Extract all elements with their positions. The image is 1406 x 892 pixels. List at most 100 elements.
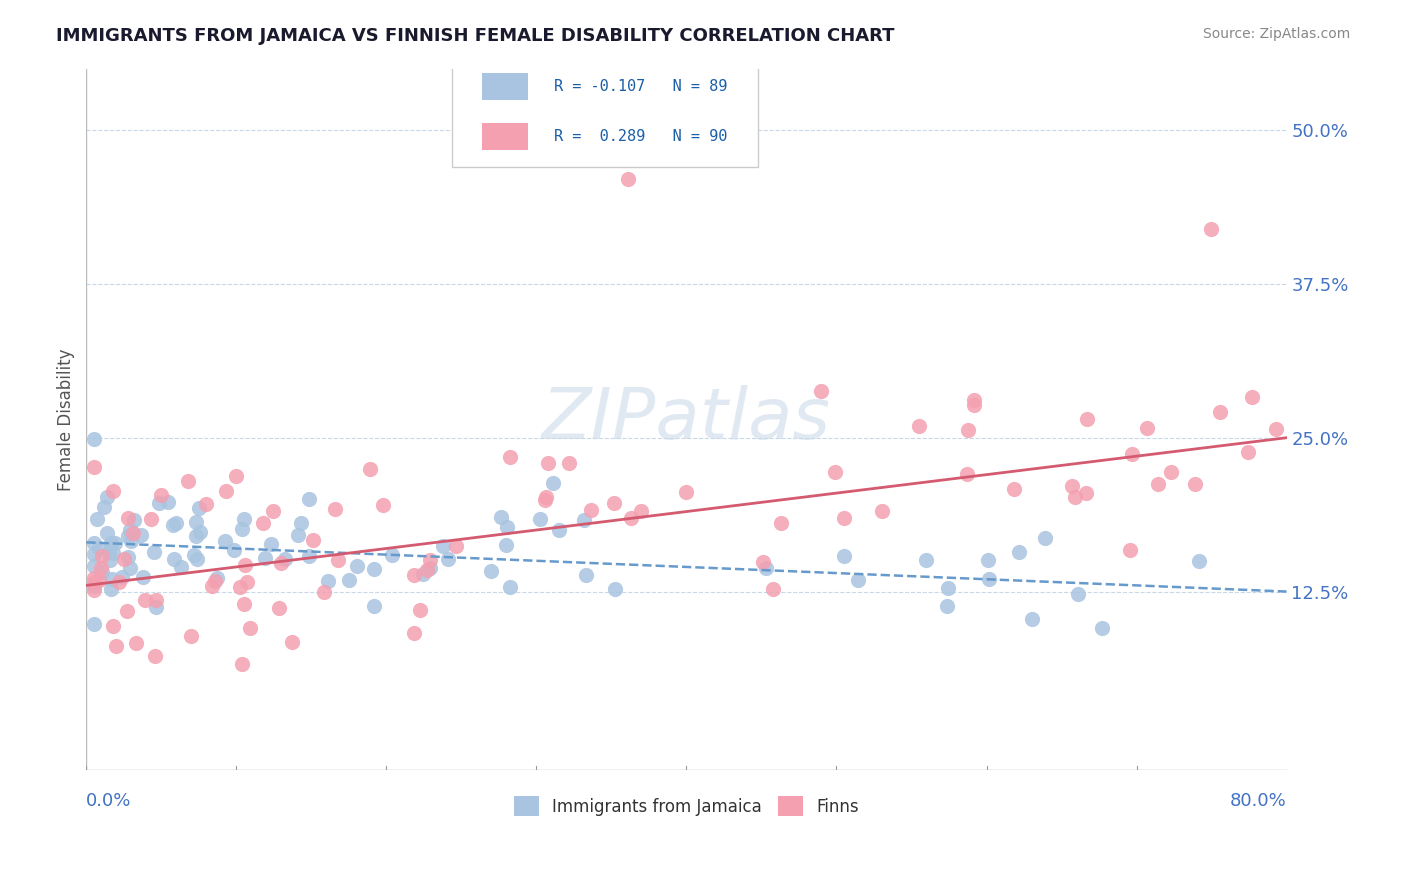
Point bbox=[232, 597, 254, 611]
Point bbox=[752, 555, 775, 569]
Point bbox=[529, 512, 551, 526]
Point bbox=[302, 533, 325, 547]
Point bbox=[97, 545, 120, 559]
Point bbox=[117, 529, 139, 543]
Point bbox=[432, 539, 454, 553]
Point bbox=[363, 599, 385, 613]
Point bbox=[297, 549, 319, 564]
Point bbox=[810, 384, 832, 398]
Point bbox=[1090, 621, 1112, 635]
Point bbox=[177, 474, 200, 488]
Point bbox=[104, 639, 127, 653]
Point bbox=[605, 582, 627, 596]
Point bbox=[1188, 554, 1211, 568]
Point bbox=[87, 541, 110, 555]
Point bbox=[239, 621, 262, 635]
Point bbox=[83, 547, 105, 561]
Point bbox=[373, 498, 395, 512]
Point bbox=[1021, 612, 1043, 626]
Point bbox=[115, 604, 138, 618]
Point bbox=[479, 564, 502, 578]
Point bbox=[381, 548, 404, 562]
Point bbox=[936, 599, 959, 613]
Text: R = -0.107   N = 89: R = -0.107 N = 89 bbox=[554, 79, 728, 95]
Point bbox=[1201, 221, 1223, 235]
Point bbox=[620, 511, 643, 525]
Point bbox=[83, 571, 105, 585]
Point bbox=[956, 467, 979, 481]
Point bbox=[359, 461, 381, 475]
FancyBboxPatch shape bbox=[482, 123, 529, 150]
Point bbox=[1146, 477, 1168, 491]
Point bbox=[214, 534, 236, 549]
Point bbox=[236, 575, 259, 590]
Point bbox=[755, 561, 778, 575]
Text: 0.0%: 0.0% bbox=[86, 792, 132, 810]
Point bbox=[603, 496, 626, 510]
Point bbox=[537, 457, 560, 471]
Point bbox=[963, 398, 986, 412]
Point bbox=[962, 392, 984, 407]
Point bbox=[548, 523, 571, 537]
Point bbox=[337, 574, 360, 588]
Point bbox=[100, 553, 122, 567]
Point bbox=[83, 559, 105, 574]
Point bbox=[581, 503, 603, 517]
Point bbox=[363, 562, 385, 576]
Point bbox=[630, 504, 652, 518]
Point bbox=[90, 561, 112, 575]
Point bbox=[96, 490, 118, 504]
Point bbox=[129, 528, 152, 542]
Point bbox=[419, 552, 441, 566]
Point bbox=[108, 575, 131, 590]
Point bbox=[1119, 543, 1142, 558]
Point bbox=[409, 602, 432, 616]
Point bbox=[83, 574, 105, 589]
Point bbox=[122, 513, 145, 527]
Point bbox=[231, 657, 253, 672]
Point bbox=[977, 553, 1000, 567]
Point bbox=[1265, 422, 1288, 436]
Point bbox=[1008, 545, 1031, 559]
Point bbox=[832, 549, 855, 564]
Point bbox=[323, 502, 346, 516]
FancyBboxPatch shape bbox=[482, 73, 529, 100]
Point bbox=[83, 617, 105, 632]
Point bbox=[194, 497, 217, 511]
Point bbox=[419, 560, 441, 574]
Point bbox=[404, 568, 426, 582]
Point bbox=[83, 432, 105, 446]
Point bbox=[143, 649, 166, 664]
Point bbox=[444, 539, 467, 553]
Point bbox=[83, 582, 105, 597]
Point bbox=[233, 512, 256, 526]
Point bbox=[204, 574, 226, 589]
Point bbox=[157, 495, 180, 509]
Point bbox=[101, 484, 124, 499]
Point bbox=[824, 465, 846, 479]
Point bbox=[260, 537, 283, 551]
Point bbox=[222, 543, 245, 558]
Point bbox=[188, 524, 211, 539]
Point bbox=[225, 469, 247, 483]
Point bbox=[533, 493, 555, 508]
Point bbox=[908, 418, 931, 433]
Point bbox=[575, 567, 598, 582]
Point bbox=[184, 516, 207, 530]
Point bbox=[183, 548, 205, 562]
Point bbox=[252, 516, 274, 530]
Point bbox=[769, 516, 792, 530]
Point bbox=[936, 581, 959, 595]
Point bbox=[436, 552, 458, 566]
Point bbox=[846, 574, 869, 588]
Point bbox=[416, 563, 439, 577]
Point bbox=[979, 572, 1001, 586]
Point bbox=[131, 569, 153, 583]
Point bbox=[489, 509, 512, 524]
Point bbox=[121, 526, 143, 541]
Point bbox=[495, 538, 517, 552]
Point bbox=[498, 450, 520, 465]
Point bbox=[574, 513, 596, 527]
Point bbox=[150, 488, 173, 502]
Point bbox=[93, 500, 115, 515]
